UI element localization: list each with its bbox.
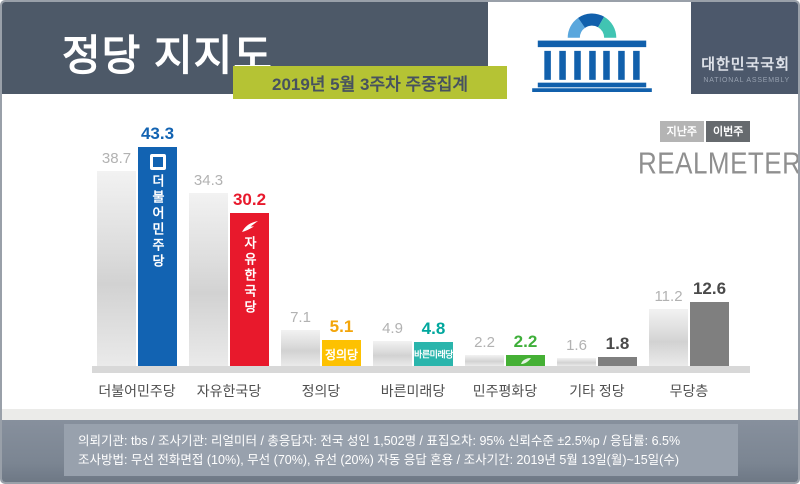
category-label: 민주평화당 (472, 383, 538, 399)
legend: 지난주 이번주 (638, 121, 772, 142)
this-week-value: 2.2 (513, 332, 538, 351)
this-week-bar: 더불어민주당 (138, 147, 177, 366)
last-week-bar (649, 309, 688, 366)
category-label: 기타 정당 (569, 383, 625, 399)
footer-band: 의뢰기관: tbs / 조사기관: 리얼미터 / 총응답자: 전국 성인 1,5… (2, 420, 798, 482)
this-week-bar (598, 357, 637, 366)
last-week-bar (557, 358, 596, 366)
last-week-bar (373, 341, 412, 366)
in-bar-party-name: 더불어민주당 (150, 174, 165, 270)
last-week-value: 7.1 (290, 309, 311, 326)
last-week-value: 2.2 (474, 334, 495, 351)
last-week-value: 4.9 (382, 320, 403, 337)
this-week-value: 12.6 (692, 279, 727, 298)
footer-panel: 의뢰기관: tbs / 조사기관: 리얼미터 / 총응답자: 전국 성인 1,5… (64, 424, 738, 476)
category-label: 자유한국당 (196, 383, 262, 399)
this-week-bar: 바른미래당 (414, 342, 453, 366)
this-week-bar: 자유한국당 (230, 213, 269, 366)
last-week-value: 34.3 (193, 172, 224, 189)
national-assembly-panel: 대한민국국회 NATIONAL ASSEMBLY (691, 2, 798, 94)
in-bar-party-name: 자유한국당 (242, 236, 257, 316)
survey-period-banner: 2019년 5월 3주차 주중집계 (233, 66, 507, 99)
assembly-logo-box (488, 2, 691, 94)
last-week-bar (281, 330, 320, 366)
this-week-value: 4.8 (421, 319, 446, 338)
liberty-korea-party-logo-icon (241, 221, 258, 232)
in-bar-party-name: 정의당 (324, 348, 359, 362)
category-label: 정의당 (301, 383, 341, 399)
last-week-legend-badge: 지난주 (659, 121, 704, 142)
this-week-bar: 정의당 (322, 340, 361, 366)
divider-band (2, 409, 798, 420)
last-week-bar (189, 193, 228, 366)
last-week-value: 11.2 (654, 288, 683, 305)
footer-line-1: 의뢰기관: tbs / 조사기관: 리얼미터 / 총응답자: 전국 성인 1,5… (78, 434, 681, 448)
category-label: 바른미래당 (380, 383, 446, 399)
category-label: 더불어민주당 (98, 383, 176, 399)
in-bar-party-name: 바른미래당 (414, 349, 453, 360)
this-week-value: 1.8 (605, 334, 630, 353)
last-week-bar (465, 355, 504, 366)
this-week-bar (506, 355, 545, 366)
assembly-name-kr: 대한민국국회 (701, 56, 790, 73)
peace-party-logo-icon (520, 357, 531, 364)
this-week-value: 5.1 (329, 317, 354, 336)
realmeter-wordmark: REALMETER (638, 145, 800, 181)
minjoo-party-logo-icon (149, 154, 166, 170)
realmeter-logo: 지난주 이번주 REALMETER (638, 121, 798, 180)
this-week-bar (690, 302, 729, 366)
this-week-value: 30.2 (232, 190, 267, 209)
this-week-legend-badge: 이번주 (706, 121, 751, 142)
this-week-value: 43.3 (140, 124, 175, 143)
chart-baseline (92, 366, 750, 373)
footer-line-2: 조사방법: 무선 전화면접 (10%), 무선 (70%), 유선 (20%) … (78, 453, 680, 467)
category-label: 무당층 (669, 383, 709, 399)
last-week-bar (97, 171, 136, 366)
assembly-name-en: NATIONAL ASSEMBLY (703, 77, 790, 84)
last-week-value: 38.7 (101, 150, 132, 167)
last-week-value: 1.6 (566, 337, 587, 354)
national-assembly-icon (532, 13, 652, 92)
